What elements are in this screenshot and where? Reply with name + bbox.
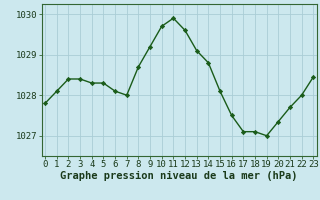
X-axis label: Graphe pression niveau de la mer (hPa): Graphe pression niveau de la mer (hPa) (60, 171, 298, 181)
